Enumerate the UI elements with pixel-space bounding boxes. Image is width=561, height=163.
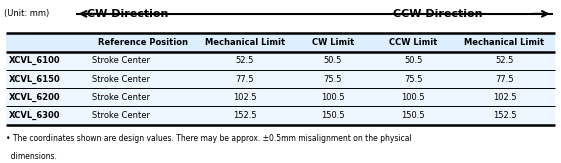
Text: 152.5: 152.5 bbox=[233, 111, 257, 120]
Text: CCW Direction: CCW Direction bbox=[393, 9, 482, 19]
Text: 100.5: 100.5 bbox=[402, 93, 425, 102]
Text: 102.5: 102.5 bbox=[233, 93, 257, 102]
Text: XCVL_6300: XCVL_6300 bbox=[9, 111, 61, 120]
Text: XCVL_6200: XCVL_6200 bbox=[9, 93, 61, 102]
Bar bbox=[6, 33, 555, 52]
Text: 150.5: 150.5 bbox=[321, 111, 345, 120]
Text: Stroke Center: Stroke Center bbox=[93, 74, 150, 84]
Text: Reference Position: Reference Position bbox=[98, 38, 188, 47]
Text: 77.5: 77.5 bbox=[495, 74, 514, 84]
Text: XCVL_6150: XCVL_6150 bbox=[9, 74, 61, 84]
Text: 52.5: 52.5 bbox=[236, 56, 254, 65]
Bar bbox=[6, 106, 555, 125]
Text: Stroke Center: Stroke Center bbox=[93, 111, 150, 120]
Text: Mechanical Limit: Mechanical Limit bbox=[465, 38, 545, 47]
Text: 102.5: 102.5 bbox=[493, 93, 516, 102]
Text: dimensions.: dimensions. bbox=[6, 152, 57, 161]
Text: Mechanical Limit: Mechanical Limit bbox=[205, 38, 285, 47]
Text: 75.5: 75.5 bbox=[324, 74, 342, 84]
Text: 50.5: 50.5 bbox=[404, 56, 422, 65]
Text: (Unit: mm): (Unit: mm) bbox=[4, 9, 50, 18]
Text: 50.5: 50.5 bbox=[324, 56, 342, 65]
Bar bbox=[6, 52, 555, 70]
Text: CW Limit: CW Limit bbox=[312, 38, 354, 47]
Text: 152.5: 152.5 bbox=[493, 111, 516, 120]
Text: 100.5: 100.5 bbox=[321, 93, 345, 102]
Text: Stroke Center: Stroke Center bbox=[93, 93, 150, 102]
Text: 150.5: 150.5 bbox=[402, 111, 425, 120]
Text: 75.5: 75.5 bbox=[404, 74, 422, 84]
Text: • The coordinates shown are design values. There may be approx. ±0.5mm misalignm: • The coordinates shown are design value… bbox=[6, 134, 411, 143]
Text: 52.5: 52.5 bbox=[495, 56, 514, 65]
Bar bbox=[6, 88, 555, 106]
Text: XCVL_6100: XCVL_6100 bbox=[9, 56, 61, 65]
Text: CCW Limit: CCW Limit bbox=[389, 38, 438, 47]
Text: Stroke Center: Stroke Center bbox=[93, 56, 150, 65]
Text: CW Direction: CW Direction bbox=[87, 9, 168, 19]
Bar bbox=[6, 70, 555, 88]
Text: 77.5: 77.5 bbox=[236, 74, 254, 84]
